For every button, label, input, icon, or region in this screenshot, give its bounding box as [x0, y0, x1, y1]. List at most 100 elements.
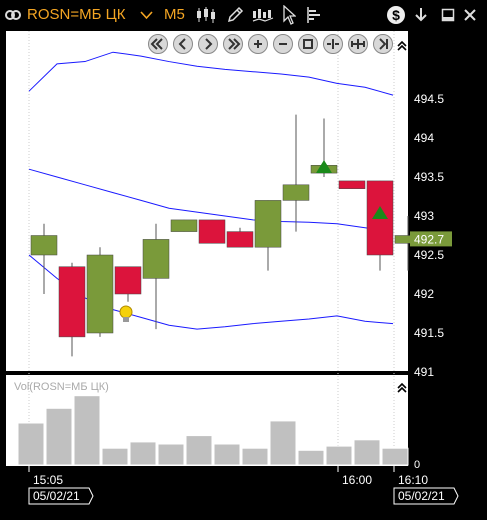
scroll-back-glyph — [178, 38, 186, 50]
lightbulb-icon[interactable] — [119, 305, 133, 322]
pencil-icon[interactable] — [226, 6, 244, 24]
candle[interactable] — [58, 262, 86, 357]
indicator-icon[interactable] — [252, 7, 274, 23]
buy-signal-icon[interactable] — [372, 206, 388, 219]
candle-up-body — [170, 219, 198, 232]
compress-x-button[interactable] — [323, 34, 343, 54]
price-tick-label: 491.5 — [414, 326, 444, 340]
time-tick-label: 16:10 — [398, 473, 428, 487]
scroll-back-button[interactable] — [173, 34, 193, 54]
depth-icon[interactable] — [306, 6, 322, 24]
volume-bar — [241, 447, 269, 466]
volume-bar — [101, 447, 129, 466]
volume-bar — [381, 447, 409, 466]
price-tick-label: 492.5 — [414, 248, 444, 262]
chevron-down-icon[interactable] — [140, 10, 153, 20]
dollar-icon[interactable]: $ — [386, 5, 406, 25]
zoom-in-button[interactable] — [248, 34, 268, 54]
scroll-forward-button[interactable] — [198, 34, 218, 54]
price-tick-label: 494 — [414, 131, 434, 145]
candle[interactable] — [170, 219, 198, 232]
scroll-back-icon — [173, 34, 193, 54]
lightbulb-base — [123, 317, 129, 322]
candle-down-body — [58, 266, 86, 338]
minimize-icon[interactable] — [441, 8, 455, 22]
zoom-fit-glyph — [303, 39, 313, 49]
current-price-tag: 492.7 — [410, 231, 452, 247]
candle[interactable] — [142, 223, 170, 330]
timeframe-label[interactable]: M5 — [164, 6, 185, 23]
band-upper-line — [28, 51, 394, 96]
zoom-in-glyph — [254, 40, 262, 48]
candle[interactable] — [114, 266, 142, 302]
compress-x-glyph — [327, 39, 339, 49]
chart-area: 494.5 494 493.5 493 492.5 492 491.5 491 492.7 15:… — [0, 30, 487, 515]
download-icon[interactable] — [414, 7, 428, 23]
end-date-badge-label: 05/02/21 — [398, 489, 445, 503]
volume-bar — [297, 449, 325, 466]
scroll-end-icon — [373, 34, 393, 54]
candle[interactable] — [226, 227, 254, 248]
candle[interactable] — [86, 247, 114, 337]
candle-up-body — [86, 254, 114, 334]
link-icon[interactable] — [4, 7, 22, 23]
candle-up-body — [254, 200, 282, 248]
volume-bar — [17, 422, 45, 466]
zoom-fit-icon — [298, 34, 318, 54]
volume-axis-zero: 0 — [414, 459, 420, 471]
candle-up-body — [30, 235, 58, 256]
volume-bar — [269, 420, 297, 466]
scroll-end-button[interactable] — [373, 34, 393, 54]
price-tick-label: 492 — [414, 287, 434, 301]
start-date-badge-label: 05/02/21 — [33, 489, 80, 503]
volume-panel-label: Vol(ROSN=МБ ЦК) — [14, 381, 109, 393]
symbol-title[interactable]: ROSN=МБ ЦК — [27, 6, 126, 23]
volume-bar — [129, 441, 157, 466]
start-date-badge-bg — [28, 487, 94, 505]
price-chart[interactable]: 494.5 494 493.5 493 492.5 492 491.5 491 492.7 15:… — [0, 30, 487, 515]
candle[interactable] — [30, 223, 58, 294]
zoom-out-button[interactable] — [273, 34, 293, 54]
price-tick-label: 493.5 — [414, 170, 444, 184]
scroll-forward-glyph — [205, 38, 213, 50]
candle-down-body — [198, 219, 226, 244]
candlestick-icon[interactable] — [196, 6, 216, 24]
end-date-badge: 05/02/21 — [393, 487, 459, 505]
candle-down-body — [338, 180, 366, 189]
toolbar: ROSN=МБ ЦК M5 $ — [0, 0, 487, 30]
price-tick-label: 491 — [414, 365, 434, 379]
scroll-last-glyph — [228, 38, 241, 50]
candle-down-body — [114, 266, 142, 295]
start-date-badge: 05/02/21 — [28, 487, 94, 505]
close-icon[interactable] — [463, 8, 477, 22]
lightbulb-glass — [119, 305, 133, 319]
candle-up-body — [142, 239, 170, 279]
end-date-badge-bg — [393, 487, 459, 505]
candle[interactable] — [338, 180, 366, 189]
volume-bar — [73, 395, 101, 466]
current-price-bg — [410, 231, 452, 247]
volume-bar — [325, 445, 353, 466]
collapse-volume-panel-icon[interactable] — [397, 382, 407, 393]
time-tick-label: 15:05 — [33, 473, 63, 487]
candle-down-body — [226, 231, 254, 248]
collapse-price-panel-icon[interactable] — [397, 40, 407, 51]
price-tick-label: 493 — [414, 209, 434, 223]
price-tick-label: 494.5 — [414, 92, 444, 106]
candle[interactable] — [198, 219, 226, 244]
expand-x-button[interactable] — [348, 34, 368, 54]
volume-bar — [213, 443, 241, 466]
scroll-last-button[interactable] — [223, 34, 243, 54]
scroll-first-button[interactable] — [148, 34, 168, 54]
scroll-first-glyph — [150, 38, 163, 50]
time-tick-label: 16:00 — [342, 473, 372, 487]
zoom-fit-button[interactable] — [298, 34, 318, 54]
volume-bar — [185, 435, 213, 466]
scroll-end-glyph — [379, 38, 388, 50]
candle[interactable] — [282, 114, 310, 232]
current-price-label: 492.7 — [414, 232, 444, 246]
cursor-icon[interactable] — [282, 5, 296, 25]
volume-bar — [353, 439, 381, 466]
buy-signal-icon[interactable] — [316, 160, 332, 173]
candle[interactable] — [254, 200, 282, 271]
